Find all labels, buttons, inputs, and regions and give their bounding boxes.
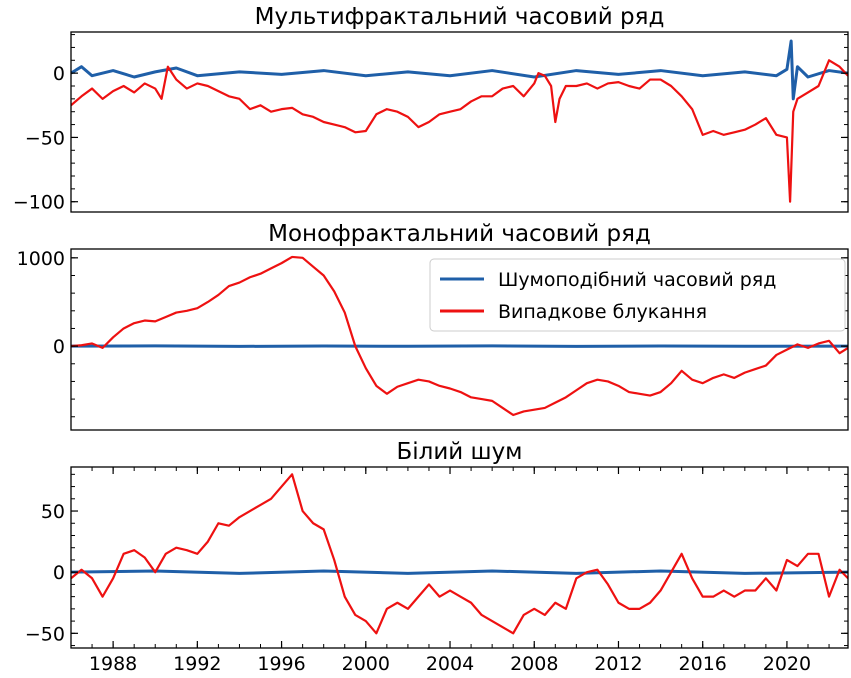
chart-title: Монофрактальний часовий ряд: [268, 221, 651, 247]
legend: Шумоподібний часовий ряд Випадкове блукан…: [429, 258, 846, 332]
y-tick-label: 0: [53, 63, 65, 85]
x-tick-label: 2020: [763, 653, 811, 675]
x-tick-label: 2012: [594, 653, 642, 675]
x-tick-label: 2008: [510, 653, 558, 675]
series-line-2: [71, 255, 848, 417]
chart-panel-2: Монофрактальний часовий ряд 1000 0 Шумоподі…: [17, 221, 849, 431]
chart-title: Білий шум: [396, 439, 522, 465]
series-line-1: [71, 569, 848, 575]
y-tick-label: −50: [25, 127, 65, 149]
y-tick-label: −50: [25, 623, 65, 645]
x-tick-label: 2016: [679, 653, 727, 675]
chart-title: Мультифрактальний часовий ряд: [255, 4, 665, 30]
series-line-2: [71, 473, 848, 635]
legend-label: Випадкове блукання: [498, 301, 707, 323]
axes-frame: [70, 31, 849, 213]
series-line-1: [71, 39, 848, 101]
y-tick-label: 0: [53, 336, 65, 358]
x-tick-label: 1992: [173, 653, 221, 675]
y-tick-label: 50: [41, 501, 65, 523]
series-line-2: [71, 59, 848, 203]
chart-panel-1: Мультифрактальний часовий ряд 0 −50 −100: [13, 4, 849, 214]
series-line-1: [71, 344, 848, 348]
axes-frame: [70, 248, 849, 431]
y-tick-label: −100: [13, 192, 65, 214]
x-tick-label: 1988: [89, 653, 137, 675]
x-tick-label: 2000: [342, 653, 390, 675]
legend-label: Шумоподібний часовий ряд: [498, 269, 776, 291]
y-tick-label: 1000: [17, 248, 65, 270]
axes-frame: [70, 466, 849, 649]
y-tick-label: 0: [53, 562, 65, 584]
x-tick-label: 2004: [426, 653, 474, 675]
legend-box: [429, 258, 846, 332]
x-tick-label: 1996: [257, 653, 305, 675]
chart-panel-3: Білий шум 50 0 −50 1988 1992 1996 2000 2004 2008 2…: [25, 439, 849, 675]
